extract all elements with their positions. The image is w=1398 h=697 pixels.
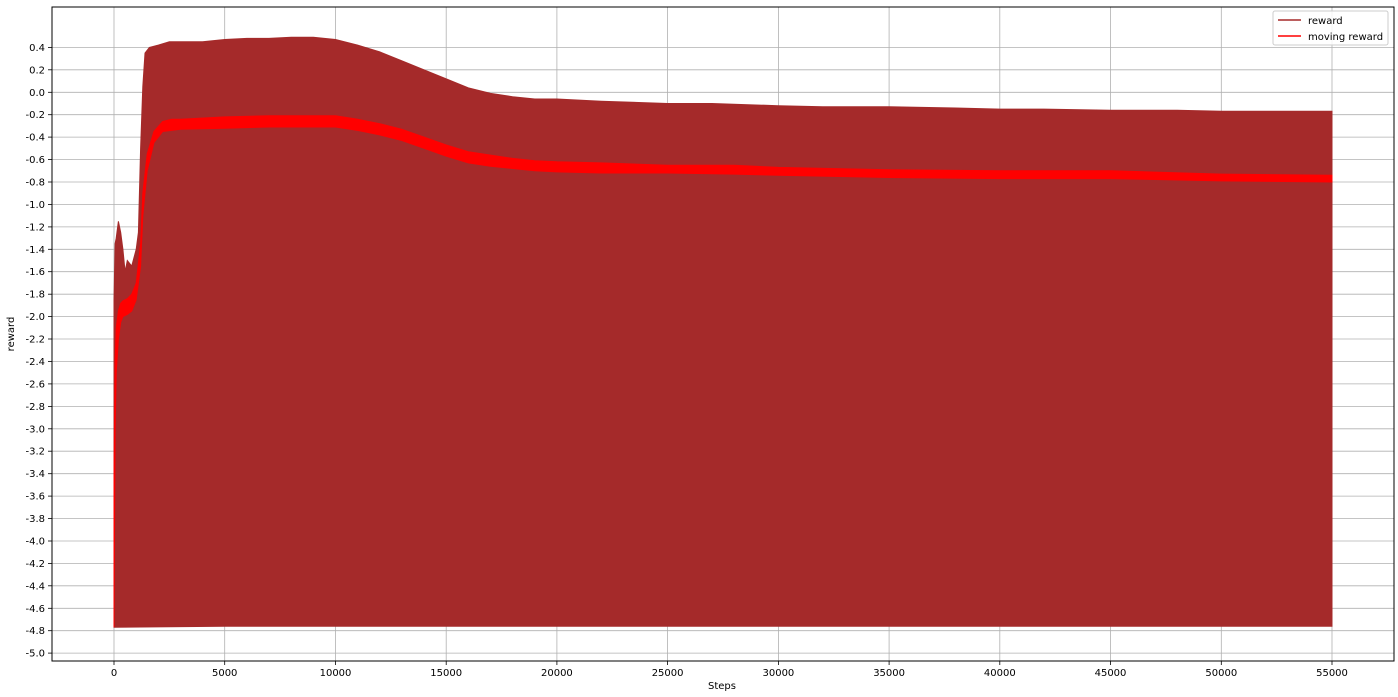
series-reward-band: [113, 36, 1333, 628]
y-tick-label: -5.0: [25, 649, 45, 660]
y-axis-label: reward: [6, 317, 17, 352]
y-tick-label: -0.6: [25, 155, 45, 166]
y-tick-label: -0.8: [25, 178, 45, 189]
y-tick-label: 0.0: [29, 88, 45, 99]
series-layer: [113, 36, 1333, 628]
x-tick-label: 0: [111, 668, 117, 679]
y-tick-label: -4.6: [25, 604, 45, 615]
y-tick-label: -4.4: [25, 581, 45, 592]
y-tick-label: -1.4: [25, 245, 45, 256]
y-tick-label: -4.0: [25, 537, 45, 548]
x-tick-label: 25000: [652, 668, 684, 679]
y-tick-label: -3.0: [25, 424, 45, 435]
y-tick-label: -1.6: [25, 267, 45, 278]
y-tick-label: -3.6: [25, 492, 45, 503]
y-tick-label: -1.2: [25, 222, 45, 233]
y-tick-label: -2.6: [25, 379, 45, 390]
x-tick-label: 35000: [873, 668, 905, 679]
y-tick-label: -2.0: [25, 312, 45, 323]
x-tick-label: 50000: [1205, 668, 1237, 679]
y-tick-label: -1.8: [25, 290, 45, 301]
y-tick-label: -0.2: [25, 110, 45, 121]
legend-box: [1272, 10, 1389, 46]
x-tick-label: 40000: [984, 668, 1016, 679]
y-tick-label: 0.2: [29, 65, 45, 76]
y-tick-label: -3.8: [25, 514, 45, 525]
y-tick-label: -4.8: [25, 626, 45, 637]
y-tick-label: -2.2: [25, 335, 45, 346]
x-axis-label: Steps: [708, 681, 736, 692]
y-tick-label: -1.0: [25, 200, 45, 211]
series-moving-reward-band: [113, 115, 1333, 628]
y-tick-label: -3.4: [25, 469, 45, 480]
x-tick-label: 15000: [430, 668, 462, 679]
y-tick-label: -3.2: [25, 447, 45, 458]
y-tick-label: 0.4: [29, 43, 45, 54]
x-tick-label: 45000: [1095, 668, 1127, 679]
x-tick-label: 20000: [541, 668, 573, 679]
y-tick-label: -0.4: [25, 133, 45, 144]
x-tick-label: 10000: [320, 668, 352, 679]
y-axis-ticks: -5.0 -4.8 -4.6 -4.4 -4.2 -4.0 -3.8 -3.6 -3.4 -3.2…: [25, 43, 52, 660]
x-tick-label: 55000: [1316, 668, 1348, 679]
y-tick-label: -4.2: [25, 559, 45, 570]
x-axis-ticks: 0 5000 10000 15000 20000 25000 30000 35000 40000…: [111, 661, 1348, 679]
x-tick-label: 5000: [212, 668, 237, 679]
legend: reward moving reward: [1272, 10, 1389, 46]
plot-frame: [51, 6, 1395, 662]
legend-label-moving-reward: moving reward: [1308, 32, 1383, 43]
x-tick-label: 30000: [762, 668, 794, 679]
legend-label-reward: reward: [1308, 16, 1343, 27]
y-tick-label: -2.8: [25, 402, 45, 413]
y-tick-label: -2.4: [25, 357, 45, 368]
